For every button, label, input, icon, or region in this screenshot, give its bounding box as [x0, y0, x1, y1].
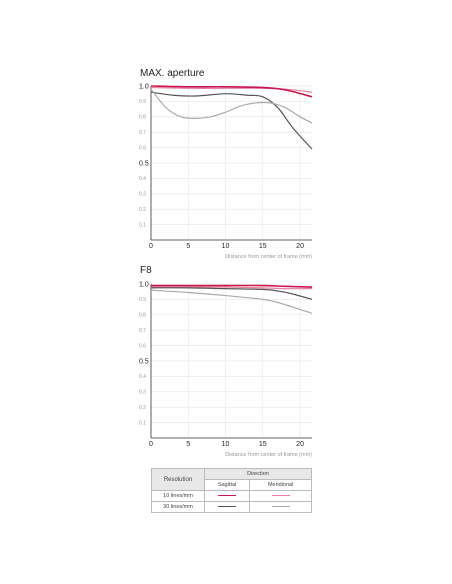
row-30-lines-label: 30 lines/mm	[151, 501, 205, 513]
legend-meridional-10-cell	[249, 490, 312, 502]
chart2-ytick-label: 0.6	[139, 343, 146, 349]
chart2-ytick-label: 0.4	[139, 374, 146, 380]
chart1-series-sagittal-10	[150, 85, 313, 98]
chart1-xtick-label: 0	[149, 243, 153, 250]
chart1-series-sagittal-30	[150, 91, 313, 150]
chart2-series-sagittal-10	[151, 284, 313, 288]
chart1-ytick-label: 0.5	[139, 161, 149, 168]
legend-sagittal-10-cell	[203, 490, 251, 502]
chart2-series-sagittal-30	[150, 287, 313, 300]
legend-sagittal-30-cell	[203, 501, 251, 513]
sagittal-header: Sagittal	[203, 479, 251, 491]
chart2-series-meridional-30	[150, 289, 313, 314]
chart2-xtick-label: 20	[296, 441, 304, 448]
chart1-ytick-label: 0.6	[139, 145, 146, 151]
chart1-ytick-label: 0.1	[139, 222, 146, 228]
meridional-header: Meridional	[249, 479, 312, 491]
legend-meridional-30-cell	[249, 501, 312, 513]
chart1-xtick-label: 10	[222, 243, 230, 250]
chart2-ytick-label: 1.0	[139, 282, 149, 289]
chart2-ytick-label: 0.3	[139, 390, 146, 396]
chart2-xtick-label: 10	[222, 441, 230, 448]
chart1-x-axis-label: Distance from center of frame (mm)	[225, 254, 312, 260]
chart1-title: MAX. aperture	[140, 68, 205, 79]
chart2-xtick-label: 5	[186, 441, 190, 448]
chart2-ytick-label: 0.1	[139, 420, 146, 426]
chart1-ytick-label: 0.2	[139, 207, 146, 213]
chart2-xtick-label: 0	[149, 441, 153, 448]
mtf-legend-table: Resolution Direction Sagittal Meridional…	[151, 468, 312, 513]
chart2-xtick-label: 15	[259, 441, 267, 448]
chart2-ytick-label: 0.5	[139, 359, 149, 366]
chart1-ytick-label: 0.4	[139, 176, 146, 182]
row-10-lines-label: 10 lines/mm	[151, 490, 205, 502]
chart1-ytick-label: 0.3	[139, 192, 146, 198]
chart1-xtick-label: 15	[259, 243, 267, 250]
chart1-ytick-label: 0.8	[139, 115, 146, 121]
resolution-header: Resolution	[151, 468, 205, 491]
chart2-title: F8	[140, 265, 152, 276]
chart2-series-meridional-10	[151, 286, 313, 290]
legend-meridional-10-swatch	[271, 495, 290, 497]
legend-sagittal-30-swatch	[218, 506, 237, 508]
chart2-ytick-label: 0.2	[139, 405, 146, 411]
chart2-ytick-label: 0.7	[139, 328, 146, 334]
chart1-xtick-label: 5	[186, 243, 190, 250]
chart2-ytick-label: 0.9	[139, 297, 146, 303]
chart2-ytick-label: 0.8	[139, 313, 146, 319]
chart1-ytick-label: 0.9	[139, 99, 146, 105]
legend-meridional-30-swatch	[271, 506, 290, 508]
direction-header: Direction	[204, 468, 312, 480]
chart1-ytick-label: 1.0	[139, 84, 149, 91]
chart1-ytick-label: 0.7	[139, 130, 146, 136]
chart1-xtick-label: 20	[296, 243, 304, 250]
chart1-series-meridional-30	[150, 88, 313, 124]
legend-sagittal-10-swatch	[218, 495, 237, 497]
chart1-series-meridional-10	[150, 86, 313, 93]
chart2-x-axis-label: Distance from center of frame (mm)	[225, 452, 312, 458]
